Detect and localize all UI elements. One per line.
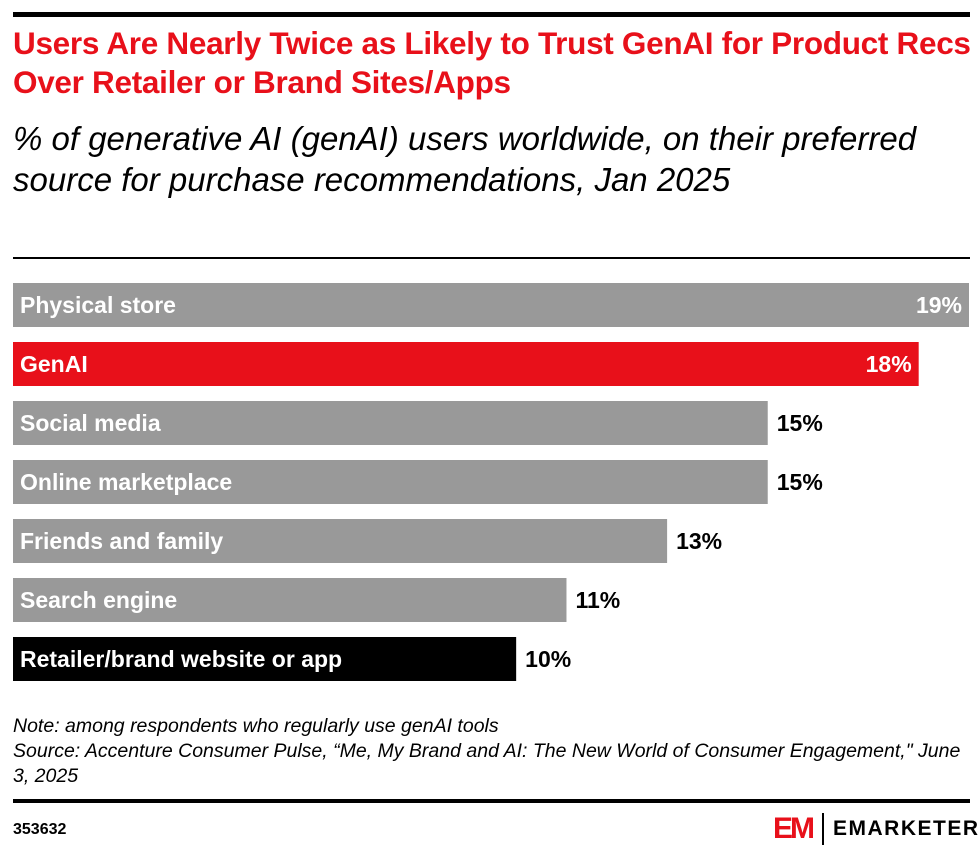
value-label: 19% [916, 292, 962, 318]
note-text: Note: among respondents who regularly us… [13, 715, 499, 737]
bar-genai [13, 342, 919, 386]
value-label: 10% [525, 646, 571, 672]
bar-retailer-brand-website-or-app [13, 637, 517, 681]
category-label: Online marketplace [20, 469, 232, 495]
logo-wordmark: EMARKETER [833, 817, 980, 840]
chart-id: 353632 [13, 821, 67, 838]
divider [13, 257, 970, 259]
bar-online-marketplace [13, 460, 768, 504]
category-label: Social media [20, 410, 161, 436]
emarketer-logo: EM EMARKETER [773, 812, 980, 845]
bar-search-engine [13, 578, 567, 622]
bar-chart: Physical store 19% GenAI 18% Social media 15%… [13, 283, 969, 681]
bottom-rule [13, 799, 970, 803]
value-label: 13% [676, 528, 722, 554]
top-rule [13, 12, 970, 17]
value-label: 18% [866, 351, 912, 377]
category-label: Physical store [20, 292, 176, 318]
category-label: Friends and family [20, 528, 223, 554]
footnote: Note: among respondents who regularly us… [13, 714, 973, 789]
category-label: Retailer/brand website or app [20, 646, 342, 672]
chart-subtitle: % of generative AI (genAI) users worldwi… [13, 120, 917, 198]
bar-social-media [13, 401, 768, 445]
source-text: Source: Accenture Consumer Pulse, “Me, M… [13, 740, 961, 787]
chart-title: Users Are Nearly Twice as Likely to Trus… [13, 25, 971, 100]
logo-mark: EM [773, 812, 815, 845]
category-label: GenAI [20, 351, 88, 377]
value-label: 15% [777, 469, 823, 495]
value-label: 11% [575, 587, 620, 613]
category-label: Search engine [20, 587, 177, 613]
bar-physical-store [13, 283, 969, 327]
logo-separator [822, 813, 824, 845]
bar-friends-and-family [13, 519, 668, 563]
value-label: 15% [777, 410, 823, 436]
